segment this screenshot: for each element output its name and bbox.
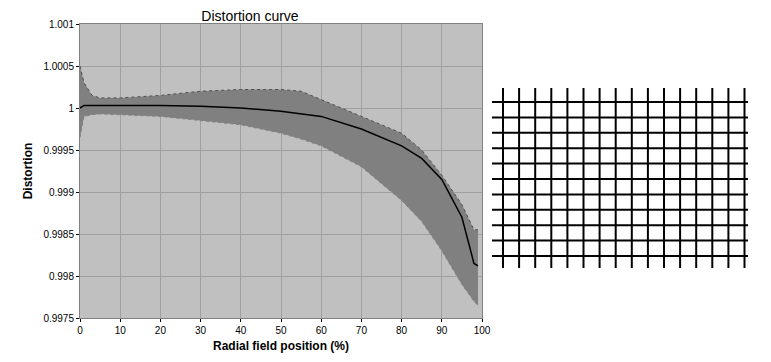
svg-text:0: 0 <box>77 325 83 336</box>
svg-text:Distortion: Distortion <box>21 143 35 200</box>
svg-text:1.001: 1.001 <box>49 19 74 30</box>
svg-text:80: 80 <box>396 325 408 336</box>
svg-text:0.998: 0.998 <box>49 271 74 282</box>
svg-text:Distortion curve: Distortion curve <box>201 8 298 24</box>
svg-text:70: 70 <box>356 325 368 336</box>
svg-text:1: 1 <box>68 103 74 114</box>
svg-text:0.9995: 0.9995 <box>43 145 74 156</box>
svg-text:100: 100 <box>474 325 491 336</box>
svg-text:30: 30 <box>195 325 207 336</box>
svg-text:0.9975: 0.9975 <box>43 313 74 324</box>
svg-text:40: 40 <box>235 325 247 336</box>
svg-text:10: 10 <box>115 325 127 336</box>
svg-text:60: 60 <box>316 325 328 336</box>
svg-text:20: 20 <box>155 325 167 336</box>
svg-text:Radial field position (%): Radial field position (%) <box>213 339 349 353</box>
svg-text:50: 50 <box>275 325 287 336</box>
svg-text:1.0005: 1.0005 <box>43 61 74 72</box>
svg-text:0.9985: 0.9985 <box>43 229 74 240</box>
svg-text:0.999: 0.999 <box>49 187 74 198</box>
svg-text:90: 90 <box>436 325 448 336</box>
